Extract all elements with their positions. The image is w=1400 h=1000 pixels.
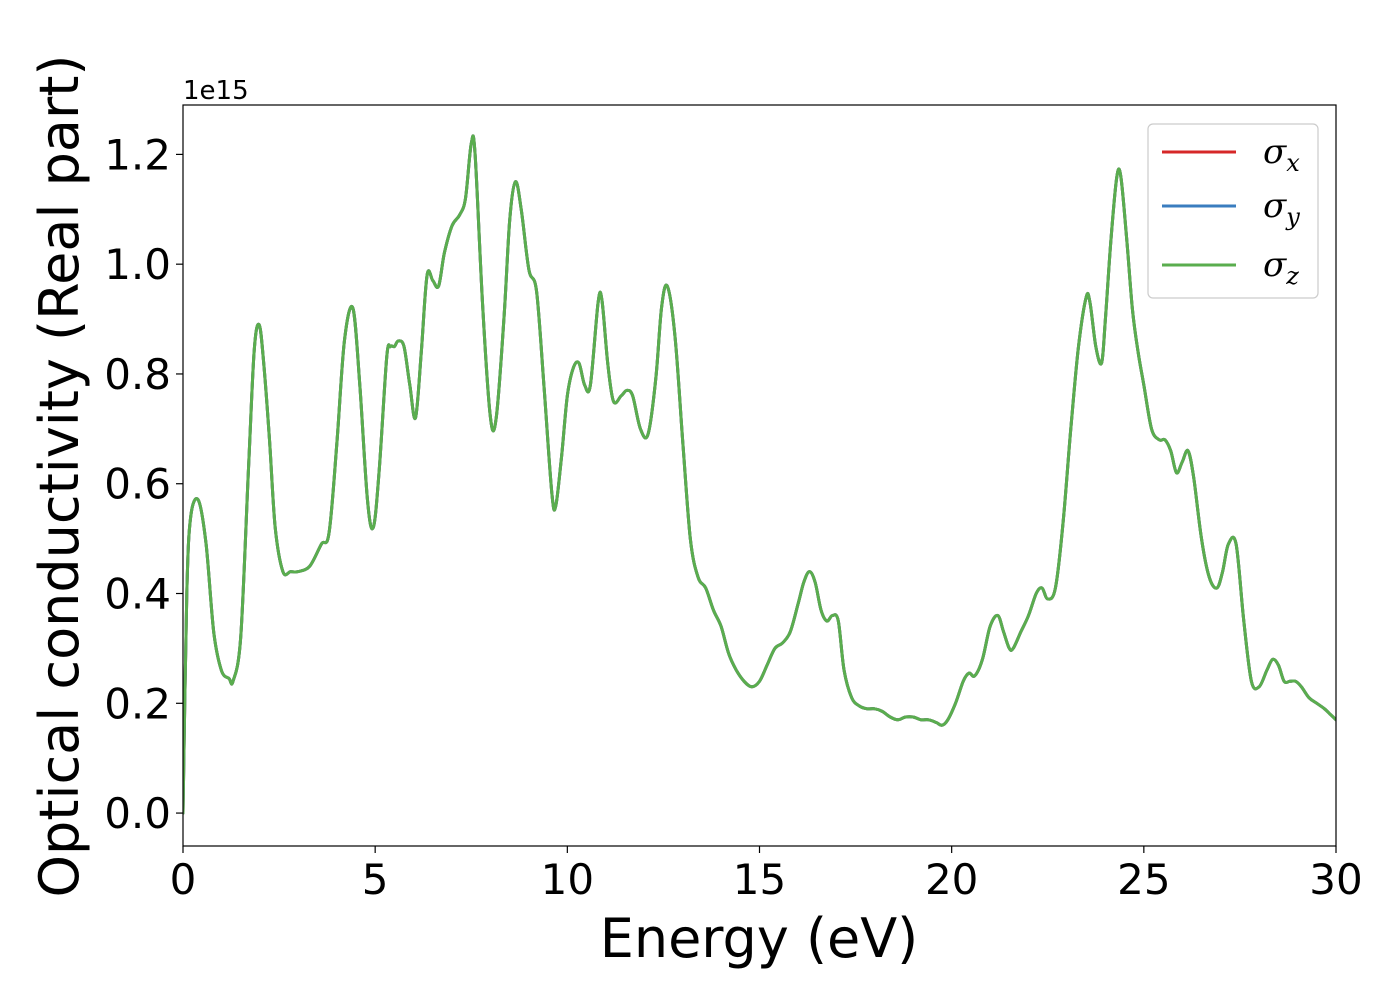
y-axis-offset-text: 1e15 — [183, 76, 249, 106]
x-tick-label: 10 — [541, 855, 594, 904]
x-axis-label: Energy (eV) — [600, 907, 919, 970]
x-tick-label: 30 — [1309, 855, 1362, 904]
legend-label-sigma-x: σx — [1263, 132, 1300, 177]
series-line-sigma-z — [183, 134, 1336, 815]
plot-area — [183, 134, 1336, 815]
legend-label-sigma-y: σy — [1263, 186, 1300, 231]
legend-box — [1147, 123, 1319, 299]
axes-frame — [182, 104, 1337, 847]
x-tick-label: 20 — [925, 855, 978, 904]
y-axis-ticks: 0.0 0.2 0.4 0.6 0.8 1.0 1.2 — [104, 130, 183, 838]
x-tick-label: 0 — [170, 855, 197, 904]
y-tick-label: 1.2 — [104, 130, 171, 179]
x-axis-ticks: 0 5 10 15 20 25 30 — [170, 846, 1363, 904]
legend-label-sigma-z: σz — [1263, 245, 1299, 290]
y-tick-label: 0.8 — [104, 350, 171, 399]
y-tick-label: 0.2 — [104, 679, 171, 728]
y-tick-label: 0.4 — [104, 570, 171, 619]
legend: σx σy σz — [1147, 123, 1319, 299]
x-tick-label: 15 — [733, 855, 786, 904]
y-tick-label: 0.6 — [104, 460, 171, 509]
y-axis-label: Optical conductivity (Real part) — [28, 55, 91, 898]
y-tick-label: 0.0 — [104, 789, 171, 838]
x-tick-label: 25 — [1117, 855, 1170, 904]
y-tick-label: 1.0 — [104, 240, 171, 289]
x-tick-label: 5 — [362, 855, 389, 904]
